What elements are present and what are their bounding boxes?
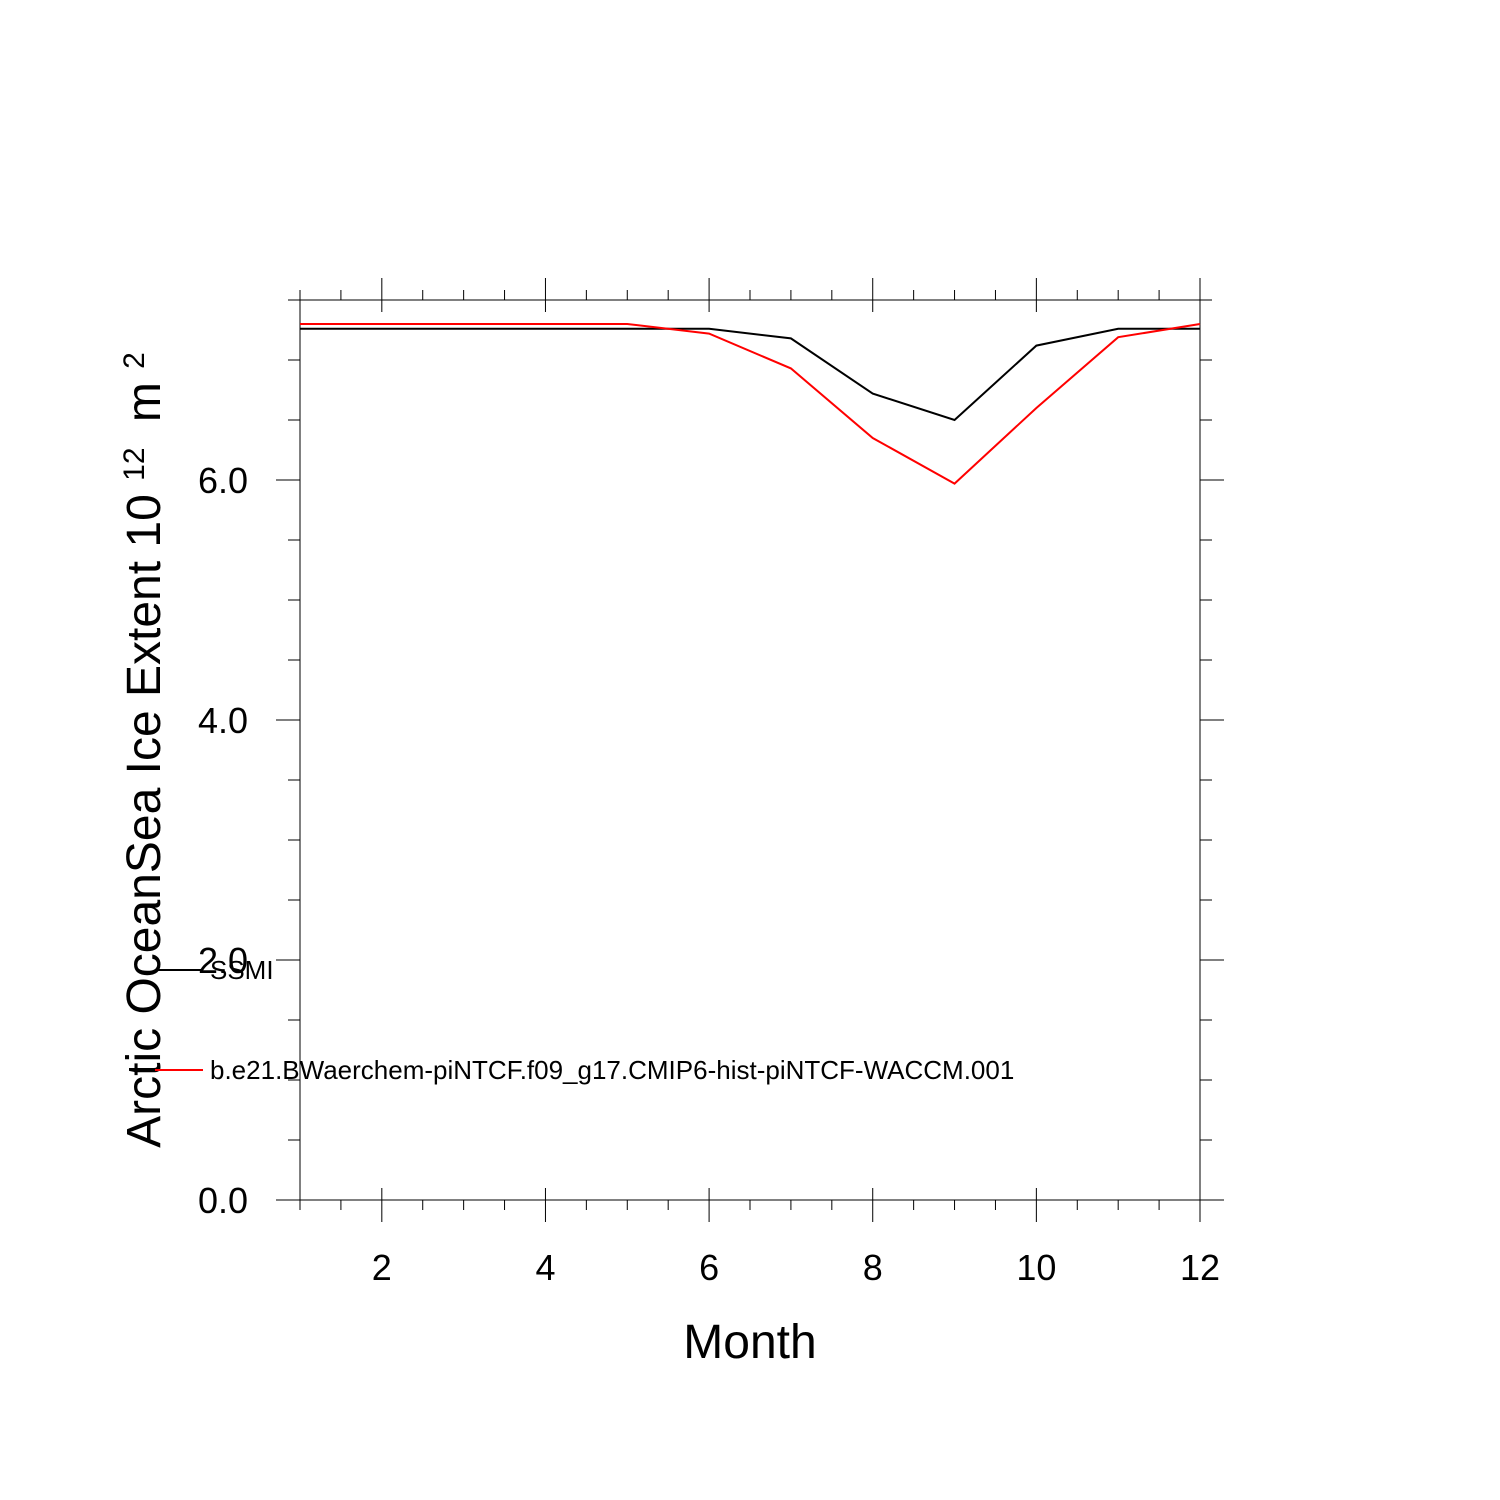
y-tick-label: 6.0 xyxy=(198,460,248,501)
x-tick-label: 8 xyxy=(863,1247,883,1288)
x-tick-label: 12 xyxy=(1180,1247,1220,1288)
y-tick-label: 2.0 xyxy=(198,940,248,981)
series-line-1 xyxy=(300,327,1200,422)
y-axis-title-unit: m xyxy=(118,382,171,422)
y-axis-title-unit-exponent: 2 xyxy=(118,352,151,369)
y-axis-title: Arctic OceanSea Ice Extent 10 12 m 2 xyxy=(118,352,172,1148)
plot-frame xyxy=(299,299,1201,1201)
legend: SSMI b.e21.BWaerchem-piNTCF.f09_g17.CMIP6… xyxy=(155,955,1014,1085)
y-tick-label: 4.0 xyxy=(198,700,248,741)
x-tick-label: 2 xyxy=(372,1247,392,1288)
x-tick-label: 6 xyxy=(699,1247,719,1288)
series-lines xyxy=(300,323,1201,485)
x-tick-label: 4 xyxy=(535,1247,555,1288)
legend-label: SSMI xyxy=(210,955,274,985)
y-axis-title-text: Arctic OceanSea Ice Extent 10 xyxy=(118,494,171,1148)
x-tick-labels: 2 4 6 8 10 12 xyxy=(372,1247,1220,1288)
tick-marks xyxy=(276,278,1224,1222)
legend-label: b.e21.BWaerchem-piNTCF.f09_g17.CMIP6-his… xyxy=(210,1055,1014,1085)
x-axis-title: Month xyxy=(683,1316,816,1369)
y-tick-labels: 0.0 2.0 4.0 6.0 xyxy=(198,460,248,1221)
y-axis-title-exponent: 12 xyxy=(118,447,151,480)
series-line-2 xyxy=(300,323,1201,485)
y-tick-label: 0.0 xyxy=(198,1180,248,1221)
x-tick-label: 10 xyxy=(1016,1247,1056,1288)
